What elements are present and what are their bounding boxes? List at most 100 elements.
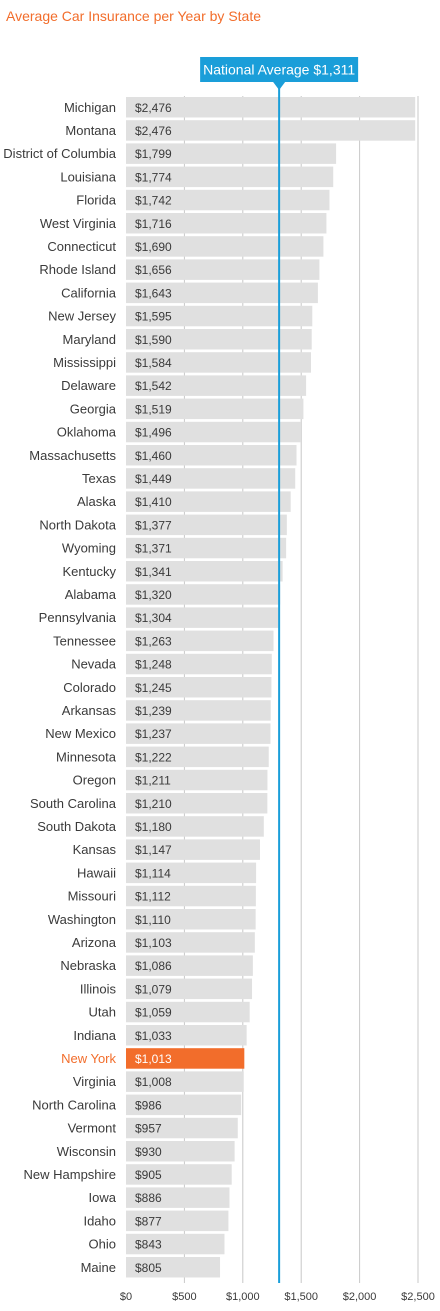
value-label: $1,112 (135, 890, 171, 904)
bar (126, 1257, 221, 1278)
bar (126, 398, 304, 420)
bar (126, 932, 255, 953)
value-label: $2,476 (135, 101, 172, 115)
bar (126, 120, 416, 141)
bar (126, 445, 297, 466)
bar (126, 630, 274, 652)
category-label: Iowa (89, 1190, 117, 1205)
category-label: Kansas (73, 842, 117, 857)
value-label: $1,742 (135, 194, 172, 208)
bar (126, 561, 283, 582)
bar (126, 746, 269, 768)
value-label: $1,033 (135, 1029, 172, 1043)
value-label: $1,210 (135, 797, 172, 811)
value-label: $1,013 (135, 1052, 172, 1066)
x-tick-label: $0 (120, 1291, 132, 1303)
value-label: $1,079 (135, 982, 172, 996)
category-label: North Carolina (32, 1097, 117, 1112)
bar (126, 236, 324, 257)
category-label: Virginia (73, 1074, 117, 1089)
bar (126, 1117, 238, 1139)
category-label: Nebraska (60, 958, 116, 973)
category-label: Ohio (89, 1237, 116, 1252)
category-label: Nevada (71, 657, 117, 672)
value-label: $1,147 (135, 843, 172, 857)
bar (126, 677, 272, 698)
category-label: Texas (82, 471, 116, 486)
category-label: Maryland (63, 332, 116, 347)
x-tick-label: $500 (172, 1291, 196, 1303)
x-tick-label: $1,000 (226, 1291, 260, 1303)
value-label: $1,460 (135, 449, 172, 463)
bar (126, 1001, 250, 1023)
value-label: $905 (135, 1168, 162, 1182)
category-label: South Carolina (30, 796, 117, 811)
bar (126, 305, 313, 327)
category-label: Missouri (68, 889, 117, 904)
value-label: $1,180 (135, 820, 172, 834)
bar (126, 1210, 229, 1232)
category-label: Kentucky (63, 564, 117, 579)
value-label: $1,086 (135, 959, 172, 973)
category-label: Alabama (65, 587, 117, 602)
category-label: Vermont (68, 1121, 117, 1136)
value-label: $2,476 (135, 124, 172, 138)
category-label: Oklahoma (57, 425, 117, 440)
value-label: $886 (135, 1191, 162, 1205)
category-label: California (61, 285, 117, 300)
category-label: Florida (76, 193, 117, 208)
value-label: $1,222 (135, 750, 172, 764)
value-label: $1,643 (135, 286, 172, 300)
value-label: $1,008 (135, 1075, 172, 1089)
x-tick-label: $2,000 (343, 1291, 377, 1303)
category-label: West Virginia (40, 216, 117, 231)
value-label: $843 (135, 1238, 162, 1252)
category-label: Minnesota (56, 749, 117, 764)
category-label: Arizona (72, 935, 117, 950)
value-label: $1,542 (135, 379, 172, 393)
value-label: $1,449 (135, 472, 172, 486)
value-label: $1,799 (135, 147, 172, 161)
category-label: Connecticut (47, 239, 116, 254)
bar (126, 584, 281, 605)
value-label: $1,103 (135, 936, 172, 950)
category-label: North Dakota (39, 517, 116, 532)
value-label: $1,690 (135, 240, 172, 254)
category-label: Mississippi (53, 355, 116, 370)
category-label: Indiana (73, 1028, 116, 1043)
value-label: $957 (135, 1122, 162, 1136)
category-label: Colorado (63, 680, 116, 695)
value-label: $1,248 (135, 658, 172, 672)
x-tick-label: $2,500 (401, 1291, 435, 1303)
category-label: Michigan (64, 100, 116, 115)
value-label: $805 (135, 1261, 162, 1275)
bar (126, 259, 320, 280)
bar (126, 97, 416, 118)
value-label: $986 (135, 1098, 162, 1112)
category-label: Pennsylvania (39, 610, 117, 625)
category-label: Louisiana (60, 169, 116, 184)
category-label: Massachusetts (29, 448, 116, 463)
value-label: $1,774 (135, 170, 172, 184)
category-label: Idaho (83, 1213, 116, 1228)
bar (126, 769, 268, 791)
category-label: South Dakota (37, 819, 117, 834)
bar (126, 375, 307, 396)
value-label: $1,595 (135, 310, 172, 324)
bar (126, 537, 287, 559)
bar (126, 1094, 242, 1116)
category-label: Delaware (61, 378, 116, 393)
bar (126, 1025, 247, 1046)
bar (126, 213, 327, 234)
value-label: $1,211 (135, 774, 171, 788)
bar (126, 862, 257, 884)
category-label: Rhode Island (39, 262, 116, 277)
value-label: $1,304 (135, 611, 172, 625)
bar (126, 143, 337, 164)
value-label: $1,320 (135, 588, 172, 602)
category-label: Montana (65, 123, 116, 138)
category-label: Hawaii (77, 865, 116, 880)
value-label: $1,263 (135, 634, 172, 648)
value-label: $1,341 (135, 565, 172, 579)
